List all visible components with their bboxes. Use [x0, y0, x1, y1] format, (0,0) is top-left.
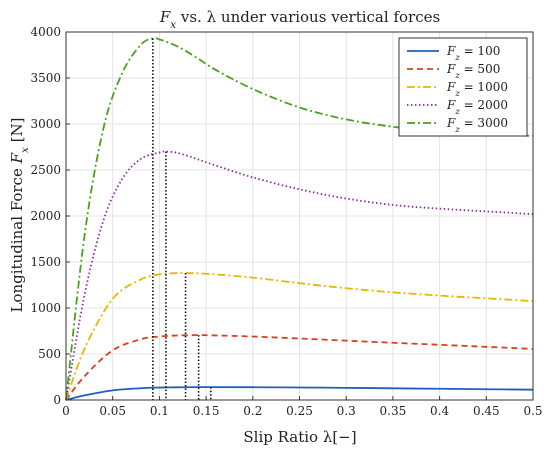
- y-tick-label: 0: [53, 393, 61, 407]
- x-tick-label: 0.2: [243, 404, 262, 418]
- x-tick-label: 0.5: [523, 404, 542, 418]
- y-ticks: 0 500 1000 1500 2000 2500 3000 3500 4000: [30, 25, 70, 407]
- y-tick-label: 1500: [30, 255, 61, 269]
- y-tick-label: 4000: [30, 25, 61, 39]
- x-tick-label: 0.05: [99, 404, 126, 418]
- x-tick-label: 0.1: [150, 404, 169, 418]
- legend-entry-5: Fz​ = 3000: [446, 116, 508, 134]
- y-axis-label: Longitudinal Force Fx​ [N]: [8, 117, 31, 312]
- x-tick-label: 0.4: [430, 404, 449, 418]
- series-line-4: [65, 150, 534, 401]
- peak-markers: [152, 38, 212, 400]
- x-tick-label: 0.45: [473, 404, 500, 418]
- legend-entry-4: Fz​ = 2000: [446, 98, 508, 116]
- y-tick-label: 2500: [30, 163, 61, 177]
- legend-box: [398, 37, 528, 137]
- x-tick-label: 0.35: [380, 404, 407, 418]
- y-tick-label: 500: [38, 347, 61, 361]
- y-tick-label: 3000: [30, 117, 61, 131]
- series-line-2: [65, 334, 534, 401]
- series-line-3: [65, 272, 534, 401]
- x-axis-label: Slip Ratio λ[−]: [243, 428, 356, 446]
- x-tick-label: 0: [62, 404, 70, 418]
- y-tick-label: 1000: [30, 301, 61, 315]
- legend-entry-1: Fz​ = 100: [446, 44, 500, 62]
- x-ticks: 0 0.05 0.1 0.15 0.2 0.25 0.3 0.35 0.4 0.45 0.5: [62, 396, 543, 418]
- y-tick-label: 3500: [30, 71, 61, 85]
- legend-entry-2: Fz​ = 500: [446, 62, 500, 80]
- x-tick-label: 0.3: [337, 404, 356, 418]
- x-tick-label: 0.15: [193, 404, 220, 418]
- y-tick-label: 2000: [30, 209, 61, 223]
- legend-entry-3: Fz​ = 1000: [446, 80, 508, 98]
- x-tick-label: 0.25: [286, 404, 313, 418]
- chart-title: Fx​ vs. λ under various vertical forces: [159, 8, 440, 31]
